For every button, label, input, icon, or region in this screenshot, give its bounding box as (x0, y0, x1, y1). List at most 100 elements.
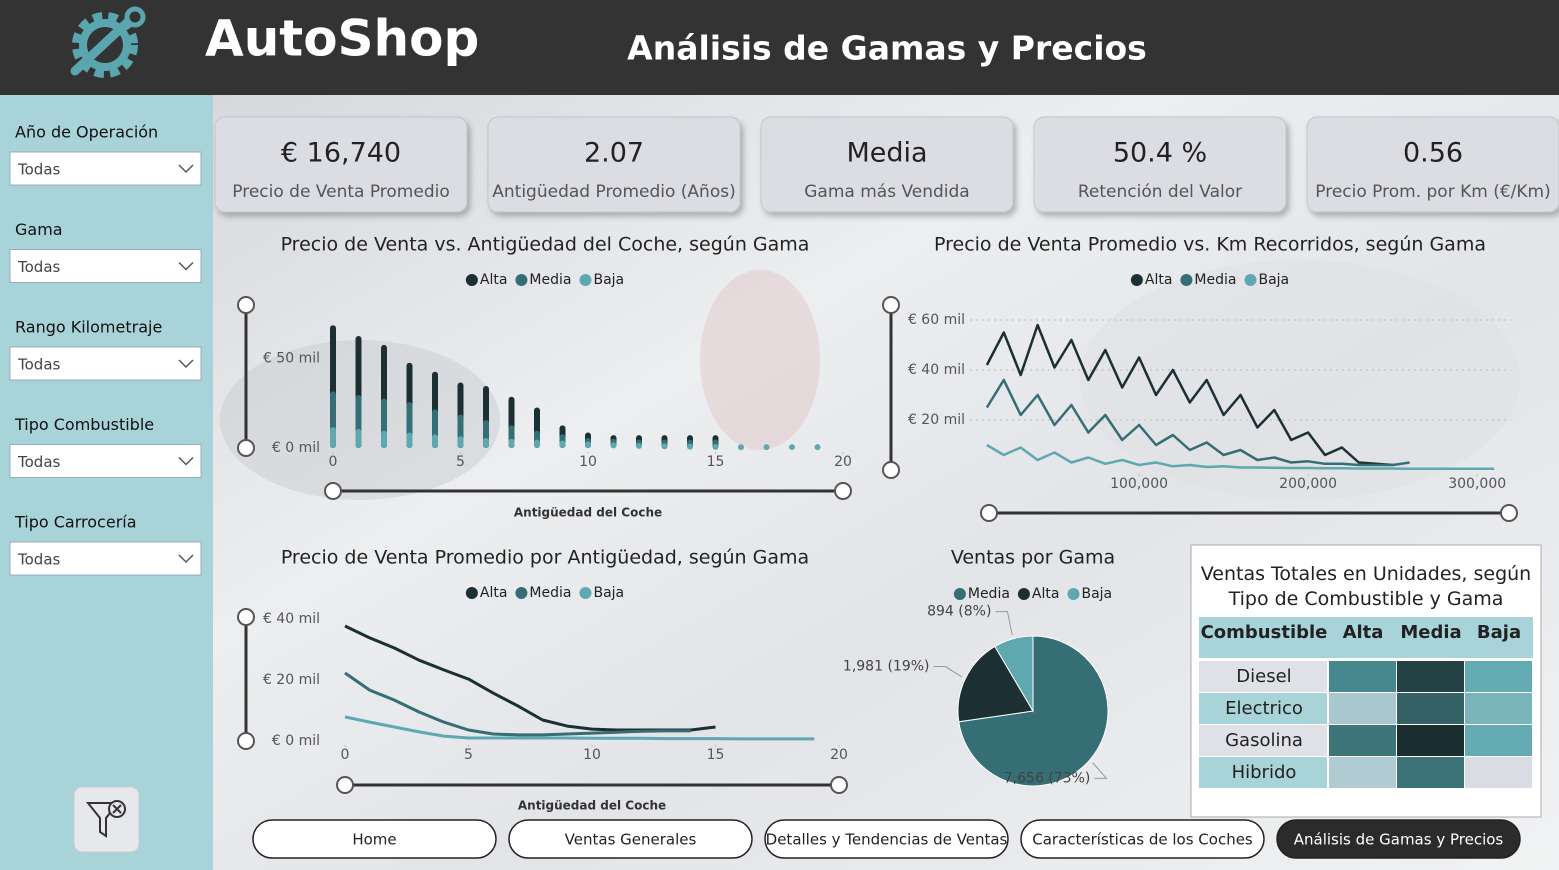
nav-button-bg[interactable] (1020, 819, 1265, 859)
legend-label: Media (1194, 272, 1236, 288)
clear-filters-button[interactable] (73, 786, 140, 853)
heatmap-cell (1465, 693, 1532, 724)
x-tick-label: 10 (583, 747, 601, 763)
dropdown-box[interactable] (9, 541, 202, 576)
kpi-card (487, 116, 741, 213)
pie-slice (994, 635, 1034, 713)
slider-handle[interactable] (237, 608, 255, 626)
kpi-label: Precio de Venta Promedio (232, 182, 450, 202)
slicer-dropdown[interactable]: Todas (9, 541, 202, 576)
header-bar (0, 0, 1559, 95)
x-tick-label: 15 (707, 747, 725, 763)
x-tick-label: 20 (830, 747, 848, 763)
slider-handle[interactable] (830, 776, 848, 794)
slicer-label: Tipo Carrocería (14, 513, 137, 532)
kpi-card (214, 116, 468, 213)
legend-label: Baja (593, 585, 624, 601)
kpi-value: 50.4 % (1113, 138, 1207, 169)
slicer-dropdown[interactable]: Todas (9, 346, 202, 381)
dropdown-box[interactable] (9, 346, 202, 381)
kpi-value: € 16,740 (281, 138, 401, 169)
wrench-head (124, 6, 146, 28)
gear-teeth (72, 12, 138, 78)
legend-label: Media (529, 585, 571, 601)
row-label: Electrico (1225, 698, 1303, 719)
kpi-value: Media (846, 138, 927, 169)
y-tick-label: € 50 mil (263, 351, 320, 367)
nav-button[interactable]: Análisis de Gamas y Precios (1276, 819, 1521, 859)
legend-label: Alta (1145, 272, 1173, 288)
nav-button[interactable]: Home (252, 819, 497, 859)
nav-button-bg[interactable] (1276, 819, 1521, 859)
scatter-point (330, 427, 336, 448)
slider-handle[interactable] (1500, 504, 1518, 522)
slider-handle[interactable] (237, 439, 255, 457)
sliders (237, 296, 1518, 794)
dropdown-chevron (178, 456, 194, 466)
legend-marker (1180, 274, 1193, 286)
scatter-point (559, 440, 566, 448)
legend-marker (465, 587, 478, 599)
dropdown-chevron (178, 359, 194, 369)
dropdown-value: Todas (17, 453, 61, 471)
scatter-point (636, 442, 642, 449)
scatter-point (483, 437, 489, 448)
scatter-point (763, 444, 770, 451)
nav-button[interactable]: Ventas Generales (508, 819, 753, 859)
series-line (985, 323, 1393, 467)
scatter-point (585, 441, 591, 448)
heatmap-cell (1329, 693, 1396, 724)
slicer-dropdown[interactable]: Todas (9, 151, 202, 186)
pie-slice (957, 645, 1034, 723)
slider-handle[interactable] (834, 482, 852, 500)
background-shape (700, 270, 820, 450)
gear-ring (79, 19, 131, 71)
nav-button[interactable]: Detalles y Tendencias de Ventas (764, 819, 1009, 859)
nav-button-bg[interactable] (764, 819, 1009, 859)
heatmap-cell (1465, 661, 1532, 692)
brand: AutoShop (205, 10, 479, 68)
nav-button-bg[interactable] (508, 819, 753, 859)
legend-label: Media (529, 272, 571, 288)
dropdown-box[interactable] (9, 249, 202, 283)
heatmap-cell (1329, 757, 1396, 788)
nav-button-label: Ventas Generales (565, 831, 697, 849)
slider-handle[interactable] (237, 296, 255, 314)
x-tick-label: 200,000 (1279, 476, 1337, 492)
chart-title: Ventas por Gama (951, 547, 1115, 569)
y-tick-label: € 40 mil (263, 611, 320, 627)
legend: Media Alta Baja (953, 586, 1112, 602)
slider-handle[interactable] (980, 504, 998, 522)
nav-button-bg[interactable] (252, 819, 497, 859)
scatter-point (610, 442, 617, 449)
scatter-point (661, 443, 668, 450)
logo (70, 6, 146, 78)
heatmap-cell (1329, 661, 1396, 692)
wrench (70, 12, 138, 76)
slider-handle[interactable] (237, 732, 255, 750)
slicer-dropdown[interactable]: Todas (9, 249, 202, 283)
column-header: Baja (1477, 622, 1521, 643)
slider-handle[interactable] (336, 776, 354, 794)
nav-button[interactable]: Características de los Coches (1020, 819, 1265, 859)
slider-handle[interactable] (324, 482, 342, 500)
legend-marker (515, 274, 528, 286)
y-tick-label: € 40 mil (908, 362, 965, 378)
dropdown-box[interactable] (9, 151, 202, 186)
scatter-point (814, 444, 821, 451)
x-tick-label: 0 (329, 454, 338, 470)
scatter-point (534, 439, 540, 448)
page-title: Análisis de Gamas y Precios (627, 29, 1147, 68)
slicer-dropdown[interactable]: Todas (9, 444, 202, 478)
column-header: Alta (1343, 622, 1384, 643)
y-tick-label: € 0 mil (272, 440, 320, 456)
column-header: Media (1400, 622, 1461, 643)
dropdown-box[interactable] (9, 444, 202, 478)
legend-marker (1067, 588, 1080, 600)
slider-handle[interactable] (882, 296, 900, 314)
legend-label: Baja (593, 272, 624, 288)
slider-handle[interactable] (882, 461, 900, 479)
chart-title: Precio de Venta Promedio vs. Km Recorrid… (934, 234, 1486, 256)
row-label-bg (1199, 693, 1327, 724)
